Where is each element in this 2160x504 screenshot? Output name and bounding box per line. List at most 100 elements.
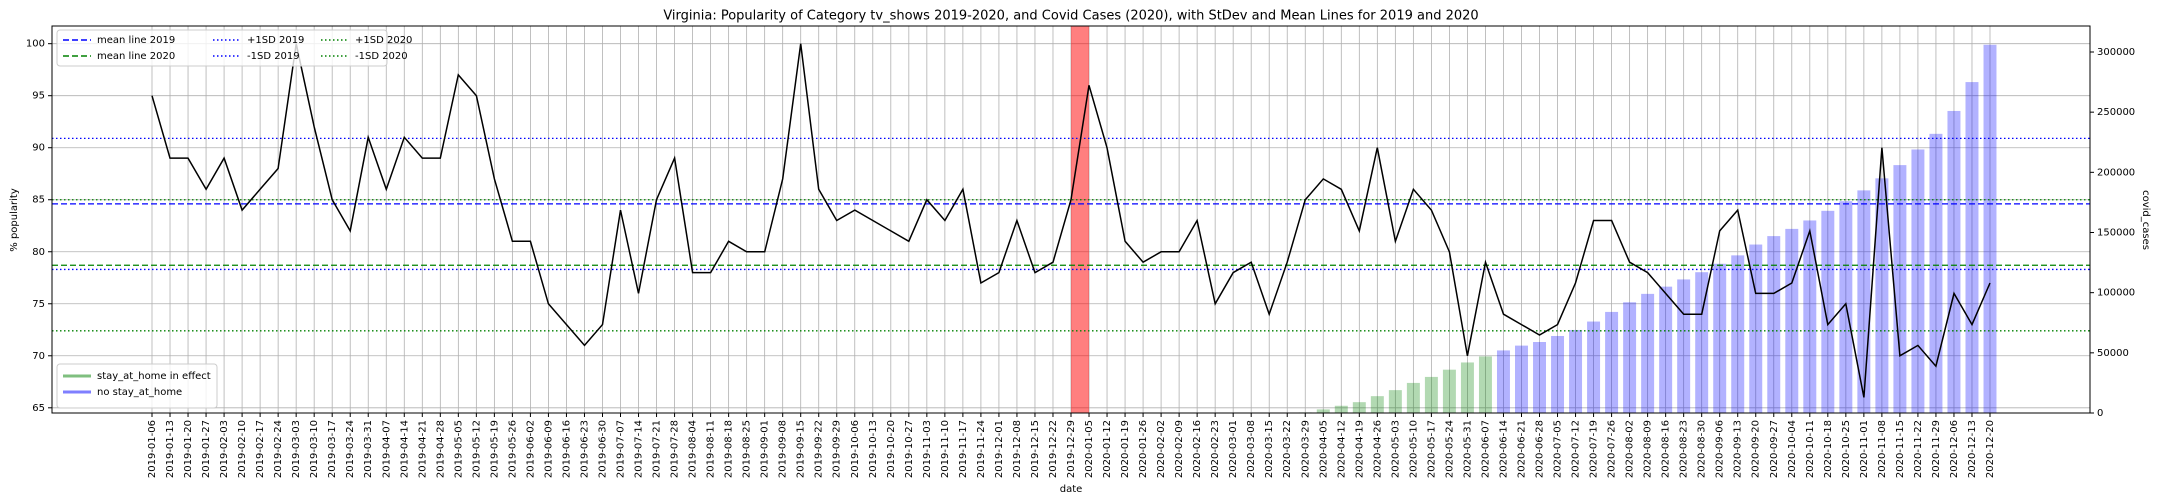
x-tick-label: 2019-12-15 bbox=[1030, 420, 1041, 478]
y2-tick-label: 200000 bbox=[2097, 167, 2135, 178]
legend-label: +1SD 2020 bbox=[355, 35, 412, 46]
x-tick-label: 2020-03-15 bbox=[1264, 420, 1275, 478]
bar bbox=[1947, 110, 1961, 413]
x-tick-label: 2019-09-08 bbox=[778, 420, 789, 478]
x-tick-label: 2019-02-24 bbox=[273, 420, 284, 478]
y2-axis-label: covid_cases bbox=[2140, 190, 2151, 250]
x-tick-label: 2019-03-17 bbox=[327, 420, 338, 478]
x-tick-label: 2019-10-20 bbox=[886, 420, 897, 478]
bar bbox=[1803, 220, 1817, 413]
x-tick-label: 2020-06-07 bbox=[1480, 420, 1491, 478]
bar bbox=[1677, 279, 1691, 413]
x-tick-label: 2020-01-19 bbox=[1120, 420, 1131, 478]
x-tick-label: 2019-10-13 bbox=[868, 420, 879, 478]
x-tick-label: 2019-05-12 bbox=[471, 420, 482, 478]
x-tick-label: 2019-09-22 bbox=[814, 420, 825, 478]
bar bbox=[1388, 390, 1402, 413]
x-tick-label: 2019-09-15 bbox=[796, 420, 807, 478]
x-tick-label: 2019-02-17 bbox=[255, 420, 266, 478]
y2-tick-label: 150000 bbox=[2097, 227, 2135, 238]
legend-label: -1SD 2019 bbox=[247, 51, 300, 62]
bar bbox=[1857, 190, 1871, 413]
x-tick-label: 2020-01-12 bbox=[1102, 420, 1113, 478]
x-tick-label: 2019-07-07 bbox=[616, 420, 627, 478]
x-tick-label: 2019-11-03 bbox=[922, 420, 933, 478]
x-tick-label: 2019-05-05 bbox=[453, 420, 464, 478]
legend-label: no stay_at_home bbox=[97, 387, 182, 398]
chart-title: Virginia: Popularity of Category tv_show… bbox=[663, 9, 1478, 24]
x-tick-label: 2020-06-28 bbox=[1535, 420, 1546, 478]
y-tick-label: 95 bbox=[32, 91, 45, 102]
legend-label: stay_at_home in effect bbox=[97, 371, 211, 382]
bar bbox=[1623, 302, 1637, 413]
x-tick-label: 2019-02-03 bbox=[219, 420, 230, 478]
bar bbox=[1406, 382, 1420, 413]
x-tick-label: 2019-05-26 bbox=[507, 420, 518, 478]
x-tick-label: 2019-08-11 bbox=[706, 420, 717, 478]
legend-label: mean line 2019 bbox=[97, 35, 175, 46]
bar bbox=[1551, 335, 1565, 413]
x-tick-label: 2019-06-16 bbox=[561, 420, 572, 478]
x-tick-label: 2020-07-26 bbox=[1607, 420, 1618, 478]
x-tick-label: 2020-02-02 bbox=[1156, 420, 1167, 478]
bar bbox=[1442, 369, 1456, 413]
y-tick-label: 65 bbox=[32, 403, 45, 414]
bar bbox=[1731, 255, 1745, 413]
x-tick-label: 2019-11-24 bbox=[976, 420, 987, 478]
popularity-line bbox=[151, 43, 1991, 398]
x-tick-label: 2020-12-06 bbox=[1949, 420, 1960, 478]
x-tick-label: 2020-12-20 bbox=[1985, 420, 1996, 478]
bar bbox=[1605, 311, 1619, 413]
x-tick-label: 2020-11-01 bbox=[1859, 420, 1870, 478]
bar bbox=[1460, 362, 1474, 413]
x-tick-label: 2019-11-10 bbox=[940, 420, 951, 478]
y-tick-label: 80 bbox=[32, 247, 45, 258]
x-tick-label: 2020-11-22 bbox=[1913, 420, 1924, 478]
legend-box bbox=[56, 363, 218, 409]
x-tick-label: 2020-07-12 bbox=[1571, 420, 1582, 478]
bar bbox=[1352, 402, 1366, 413]
bar bbox=[1749, 244, 1763, 413]
bar bbox=[1569, 329, 1583, 413]
x-tick-label: 2019-04-14 bbox=[399, 420, 410, 478]
x-tick-label: 2020-09-13 bbox=[1733, 420, 1744, 478]
bar bbox=[1821, 210, 1835, 413]
x-tick-label: 2020-04-05 bbox=[1318, 420, 1329, 478]
x-tick-label: 2020-02-16 bbox=[1192, 420, 1203, 478]
plot-frame bbox=[51, 25, 2091, 414]
y-tick-label: 70 bbox=[32, 351, 45, 362]
x-tick-label: 2019-06-23 bbox=[579, 420, 590, 478]
y-tick-label: 90 bbox=[32, 143, 45, 154]
x-tick-label: 2020-02-09 bbox=[1174, 420, 1185, 478]
bar bbox=[1659, 286, 1673, 413]
legend-label: +1SD 2019 bbox=[247, 35, 304, 46]
legend-label: -1SD 2020 bbox=[355, 51, 408, 62]
x-tick-label: 2020-08-16 bbox=[1661, 420, 1672, 478]
x-tick-label: 2020-10-11 bbox=[1805, 420, 1816, 478]
bar bbox=[1641, 293, 1655, 413]
bar bbox=[1370, 396, 1384, 413]
x-tick-label: 2020-06-21 bbox=[1516, 420, 1527, 478]
x-tick-label: 2019-08-04 bbox=[688, 420, 699, 478]
bar bbox=[1929, 133, 1943, 413]
x-tick-label: 2020-03-08 bbox=[1246, 420, 1257, 478]
x-tick-label: 2019-01-27 bbox=[201, 420, 212, 478]
bar bbox=[1875, 178, 1889, 413]
bar bbox=[1587, 321, 1601, 413]
x-tick-label: 2020-03-29 bbox=[1300, 420, 1311, 478]
x-tick-label: 2020-04-12 bbox=[1336, 420, 1347, 478]
y-tick-label: 85 bbox=[32, 195, 45, 206]
x-tick-label: 2020-04-19 bbox=[1354, 420, 1365, 478]
x-tick-label: 2020-11-15 bbox=[1895, 420, 1906, 478]
x-tick-label: 2020-10-04 bbox=[1787, 420, 1798, 478]
x-tick-label: 2020-12-13 bbox=[1967, 420, 1978, 478]
x-tick-label: 2020-04-26 bbox=[1372, 420, 1383, 478]
x-tick-label: 2019-07-28 bbox=[670, 420, 681, 478]
x-tick-label: 2020-01-26 bbox=[1138, 420, 1149, 478]
x-tick-label: 2019-01-20 bbox=[183, 420, 194, 478]
x-tick-label: 2019-06-09 bbox=[543, 420, 554, 478]
x-tick-label: 2019-07-14 bbox=[634, 420, 645, 478]
x-tick-label: 2020-06-14 bbox=[1498, 420, 1509, 478]
y2-tick-label: 250000 bbox=[2097, 107, 2135, 118]
